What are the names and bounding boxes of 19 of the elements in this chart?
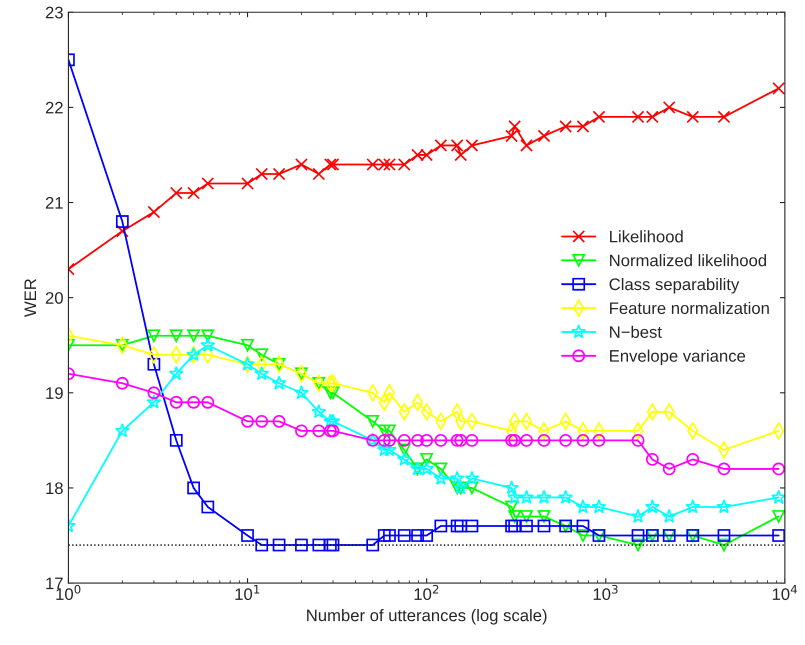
y-tick-label: 20 (46, 292, 63, 304)
legend-label: Class separability (610, 278, 740, 294)
x-tick-label: 10$^{2}$ (414, 584, 438, 600)
y-tick-label: 22 (46, 102, 63, 114)
y-tick-label: 17 (46, 578, 63, 590)
x-tick-label: 10$^{1}$ (235, 585, 260, 600)
y-tick-label: 21 (46, 196, 63, 209)
x-tick-label: 10$^{3}$ (594, 584, 618, 600)
y-tick-label: 23 (46, 6, 63, 18)
y-axis-title: WER (24, 279, 36, 318)
legend-label: Feature normalization (610, 302, 769, 314)
legend-label: N−best (610, 326, 662, 338)
legend-label: Likelihood (610, 230, 683, 242)
y-tick-label: 19 (46, 387, 63, 400)
x-tick-label: 10$^{4}$ (772, 585, 798, 600)
legend-label: Envelope variance (610, 350, 746, 366)
x-axis-title: Number of utterances (log scale) (307, 609, 547, 625)
legend-label: Normalized likelihood (610, 254, 766, 266)
y-tick-label: 18 (46, 482, 63, 494)
